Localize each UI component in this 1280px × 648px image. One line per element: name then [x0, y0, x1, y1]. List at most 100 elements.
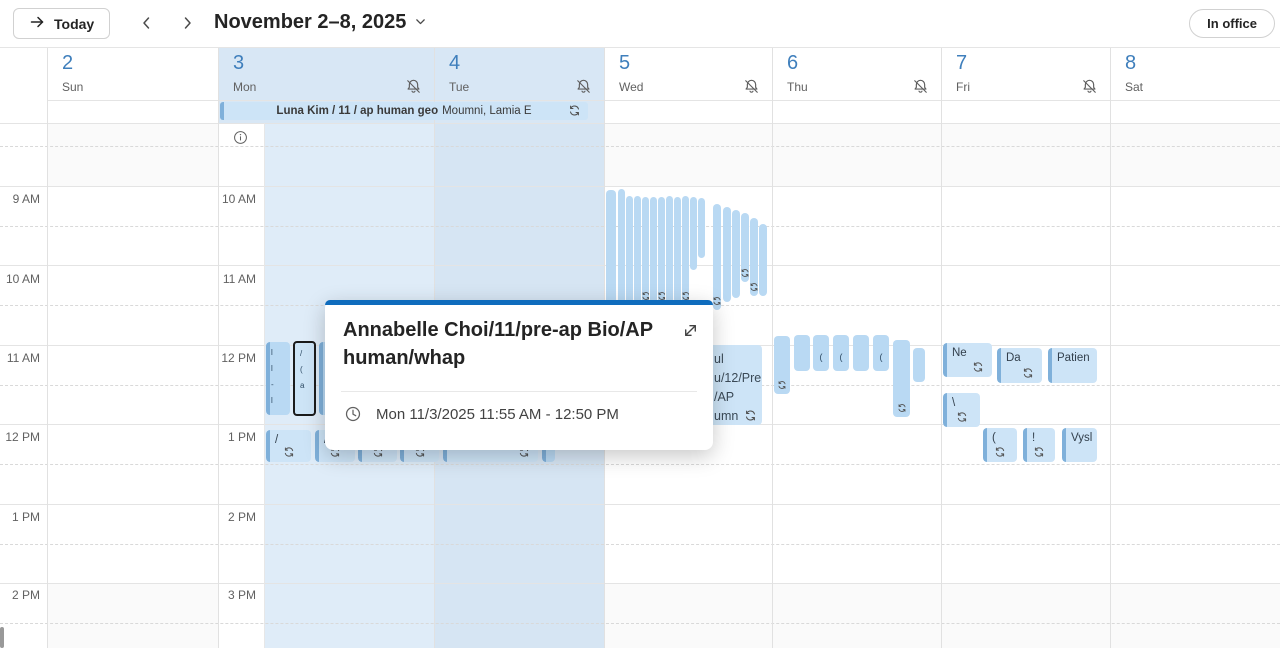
day-header-sun: 2 Sun [47, 47, 218, 100]
day-number[interactable]: 6 [787, 52, 799, 74]
in-office-button[interactable]: In office [1189, 9, 1275, 38]
secondary-gutter-line [264, 123, 265, 648]
allday-event-title: Luna Kim / 11 / ap human geo [276, 105, 439, 117]
event-strip[interactable] [750, 218, 758, 296]
time-label-primary: 11 AM [6, 351, 40, 365]
off-hours-band [604, 583, 1280, 648]
event-selected[interactable]: /(a [293, 341, 316, 416]
day-header-fri: 7 Fri [941, 47, 1110, 100]
event-strip[interactable] [666, 196, 673, 305]
chevron-down-icon [414, 11, 427, 34]
event-block[interactable]: Patien [1048, 348, 1097, 383]
recurrence-icon [972, 361, 984, 373]
event-strip[interactable] [853, 335, 869, 371]
hour-line [0, 186, 1280, 187]
event-strip[interactable] [794, 335, 810, 371]
event-block[interactable]: / [266, 430, 311, 462]
today-button[interactable]: Today [13, 8, 111, 39]
date-range-title: November 2–8, 2025 [214, 11, 407, 33]
column-line [772, 47, 773, 648]
day-number[interactable]: 8 [1125, 52, 1137, 74]
column-line [941, 47, 942, 648]
recurrence-icon [750, 282, 758, 292]
recurrence-icon [777, 380, 787, 390]
weekday-label: Tue [449, 80, 470, 94]
half-hour-line [0, 544, 1280, 545]
alerts-off-icon [912, 78, 929, 95]
alerts-off-icon [743, 78, 760, 95]
popup-divider [341, 391, 697, 392]
next-week-button[interactable] [176, 13, 198, 35]
time-label-secondary: 1 PM [227, 430, 256, 444]
weekday-label: Fri [956, 80, 970, 94]
day-number[interactable]: 5 [619, 52, 631, 74]
event-block[interactable]: Ne [943, 343, 992, 377]
day-header-wed: 5 Wed [604, 47, 772, 100]
time-label-secondary: 3 PM [227, 588, 256, 602]
event-strip[interactable] [698, 198, 705, 258]
event-strip[interactable] [658, 197, 665, 305]
event-strip[interactable] [723, 207, 731, 302]
recurrence-icon [713, 296, 721, 306]
event-strip[interactable] [690, 197, 697, 270]
recurrence-icon [642, 291, 649, 301]
event-strip[interactable] [650, 197, 657, 305]
time-label-primary: 10 AM [5, 272, 40, 286]
event-block[interactable]: ! [1023, 428, 1055, 462]
previous-week-button[interactable] [136, 13, 158, 35]
recurrence-icon [1033, 446, 1045, 458]
event-strip[interactable]: ( [873, 335, 889, 371]
event-strip[interactable] [713, 204, 721, 310]
info-icon[interactable] [233, 130, 248, 145]
event-block[interactable]: ( [983, 428, 1017, 462]
event-strip[interactable] [759, 224, 767, 296]
date-range-selector[interactable]: November 2–8, 2025 [214, 11, 427, 34]
event-strip[interactable] [682, 196, 689, 305]
popup-accent-bar [325, 300, 713, 305]
recurrence-icon [658, 291, 665, 301]
event-strip[interactable] [618, 189, 625, 305]
recurrence-icon [283, 446, 295, 458]
day-number[interactable]: 3 [233, 52, 245, 74]
event-strip[interactable] [913, 348, 925, 382]
day-number[interactable]: 4 [449, 52, 461, 74]
event-strip[interactable] [642, 197, 649, 305]
event-strip[interactable] [674, 197, 681, 305]
event-strip[interactable] [893, 340, 910, 417]
day-number[interactable]: 2 [62, 52, 74, 74]
expand-icon[interactable] [681, 322, 699, 340]
alerts-off-icon [405, 78, 422, 95]
event-strip[interactable] [741, 213, 749, 282]
allday-event[interactable]: Luna Kim / 11 / ap human geo Moumni, Lam… [220, 102, 588, 120]
allday-event-organizer: Moumni, Lamia E [442, 105, 532, 117]
event-strip[interactable] [732, 210, 740, 298]
event-strip[interactable] [606, 190, 616, 305]
event-block[interactable]: \ [943, 393, 980, 427]
recurrence-icon [682, 291, 689, 301]
event-peek-popup: Annabelle Choi/11/pre-ap Bio/AP human/wh… [325, 300, 713, 450]
column-line [218, 47, 219, 648]
event-block[interactable]: Da [997, 348, 1042, 383]
time-label-primary: 12 PM [5, 430, 40, 444]
day-header-thu: 6 Thu [772, 47, 941, 100]
allday-divider [0, 123, 1280, 124]
weekday-label: Thu [787, 80, 808, 94]
event-strip[interactable]: ( [813, 335, 829, 371]
calendar-toolbar: Today November 2–8, 2025 In office [0, 0, 1280, 48]
day-number[interactable]: 7 [956, 52, 968, 74]
recurrence-icon [741, 268, 749, 278]
off-hours-band [47, 583, 218, 648]
event-block[interactable]: Vysl [1062, 428, 1097, 462]
event-strip[interactable] [626, 196, 633, 305]
hour-line [0, 583, 1280, 584]
recurrence-icon [1022, 367, 1034, 379]
clock-icon [344, 405, 362, 423]
event-strip[interactable]: ( [833, 335, 849, 371]
time-label-primary: 2 PM [11, 588, 40, 602]
alerts-off-icon [575, 78, 592, 95]
day-header-mon: 3 Mon [218, 47, 434, 100]
event-strip[interactable] [774, 336, 790, 394]
event-strip[interactable] [634, 196, 641, 305]
vertical-scrollbar-thumb[interactable] [0, 627, 4, 648]
